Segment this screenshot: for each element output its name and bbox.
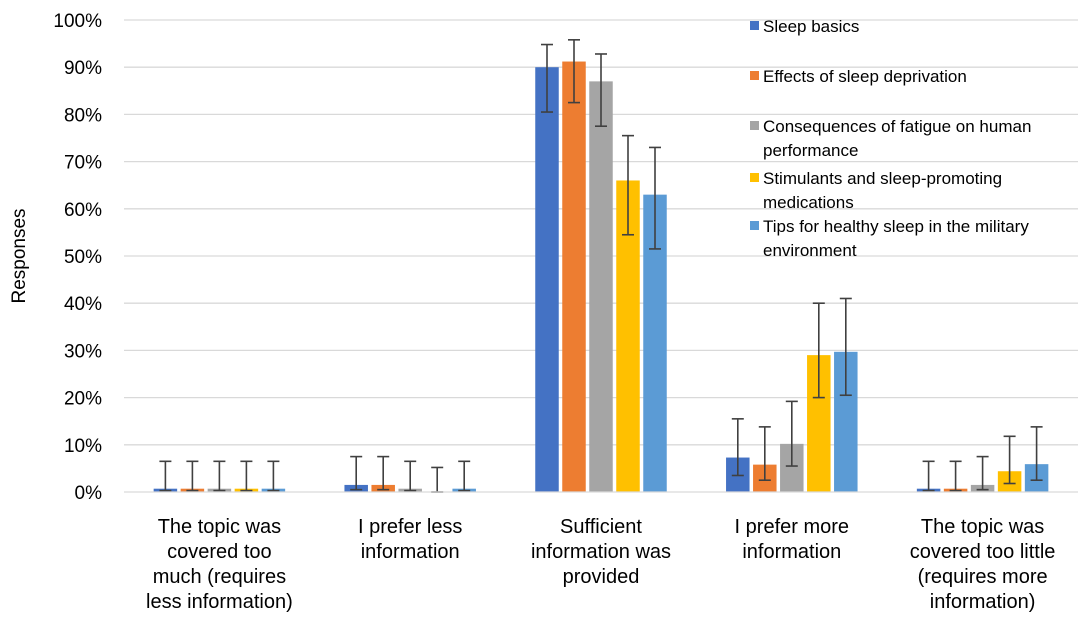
- legend-swatch: [750, 221, 759, 230]
- y-axis-tick-labels: 0% 10% 20% 30% 40% 50% 60% 70% 80% 90% 100%: [53, 11, 102, 504]
- error-bar: [541, 43, 553, 113]
- legend-label: Stimulants and sleep-promoting medication…: [763, 169, 1002, 212]
- error-bar: [649, 146, 661, 250]
- bar: [643, 194, 667, 492]
- legend-label: Consequences of fatigue on human performa…: [763, 117, 1031, 160]
- legend-swatch: [750, 71, 759, 80]
- y-tick-label: 40%: [64, 294, 102, 315]
- legend-item: Effects of sleep deprivation: [750, 67, 967, 86]
- error-bar: [431, 466, 444, 493]
- error-bar: [404, 460, 417, 492]
- legend-swatch: [750, 21, 759, 30]
- y-tick-label: 20%: [64, 389, 102, 410]
- legend-item: Tips for healthy sleep in the military en…: [750, 217, 1029, 260]
- legend-label: Sleep basics: [763, 17, 859, 36]
- error-bar: [186, 460, 199, 492]
- y-tick-label: 100%: [53, 11, 102, 32]
- error-bar: [159, 460, 172, 492]
- error-bar: [1003, 435, 1016, 485]
- y-tick-label: 60%: [64, 200, 102, 221]
- y-axis-label: Responses: [9, 208, 30, 303]
- error-bar: [568, 39, 580, 104]
- error-bar: [267, 460, 280, 492]
- y-tick-label: 50%: [64, 247, 102, 268]
- x-category-label: I prefer less information: [358, 516, 462, 563]
- x-axis-category-labels: The topic was covered too much (requires le…: [146, 516, 1055, 613]
- y-tick-label: 30%: [64, 341, 102, 362]
- error-bar: [839, 297, 852, 397]
- bar: [780, 443, 804, 492]
- error-bar: [458, 460, 471, 492]
- error-bar: [595, 53, 607, 127]
- x-category-label: The topic was covered too little (requires…: [910, 516, 1056, 613]
- error-bar: [240, 460, 253, 492]
- error-bar: [785, 400, 798, 467]
- legend-item: Consequences of fatigue on human performa…: [750, 117, 1031, 160]
- legend-swatch: [750, 121, 759, 130]
- error-bar: [976, 455, 989, 491]
- bar: [589, 81, 613, 493]
- legend-item: Stimulants and sleep-promoting medication…: [750, 169, 1002, 212]
- y-tick-label: 80%: [64, 105, 102, 126]
- error-bars: [159, 39, 1043, 493]
- legend: Sleep basics Effects of sleep deprivation…: [750, 17, 1031, 260]
- bar: [535, 67, 559, 492]
- error-bar: [377, 455, 390, 491]
- legend-label: Effects of sleep deprivation: [763, 67, 967, 86]
- legend-item: Sleep basics: [750, 17, 859, 36]
- bar: [834, 351, 858, 492]
- x-category-label: Sufficient information was provided: [531, 516, 671, 588]
- error-bar: [213, 460, 226, 492]
- bar: [616, 180, 640, 493]
- error-bar: [922, 460, 935, 492]
- error-bar: [812, 302, 825, 399]
- error-bar: [731, 418, 744, 477]
- error-bar: [350, 455, 363, 491]
- error-bar: [1030, 426, 1043, 482]
- y-tick-label: 70%: [64, 153, 102, 174]
- y-tick-label: 90%: [64, 58, 102, 79]
- x-category-label: I prefer more information: [735, 516, 849, 563]
- error-bar: [758, 426, 771, 482]
- x-category-label: The topic was covered too much (requires le…: [146, 516, 293, 613]
- bar: [562, 61, 586, 492]
- bar: [807, 355, 831, 492]
- legend-label: Tips for healthy sleep in the military en…: [763, 217, 1029, 260]
- error-bar: [949, 460, 962, 492]
- y-tick-label: 0%: [75, 483, 103, 504]
- legend-swatch: [750, 173, 759, 182]
- error-bar: [622, 134, 634, 236]
- y-tick-label: 10%: [64, 436, 102, 457]
